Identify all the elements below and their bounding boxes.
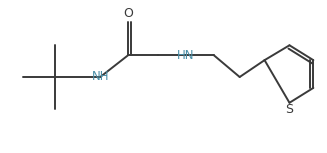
Text: O: O: [123, 7, 133, 20]
Text: S: S: [285, 103, 293, 116]
Text: HN: HN: [177, 49, 195, 62]
Text: NH: NH: [92, 71, 109, 84]
